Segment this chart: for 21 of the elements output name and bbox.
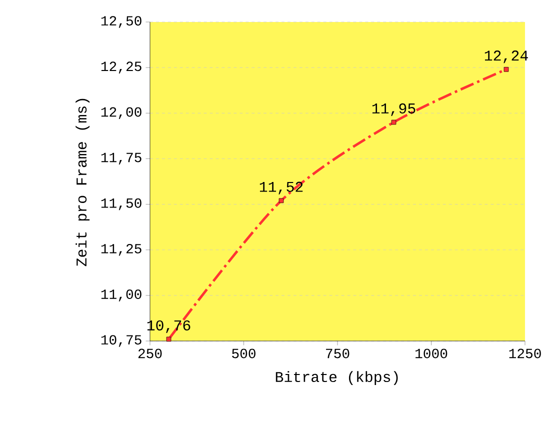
y-tick-label: 11,75 <box>101 152 142 165</box>
x-tick-label: 250 <box>138 348 162 358</box>
point <box>166 336 172 342</box>
y-tick-label: 12,25 <box>101 62 142 74</box>
y-tick-label: 11,50 <box>101 198 142 210</box>
y-tick-label: 11,25 <box>101 244 142 256</box>
y-tick-label: 12,00 <box>101 107 142 120</box>
y-axis-title: Zeit pro Frame (ms) <box>76 98 90 266</box>
x-tick-label: 500 <box>232 348 256 358</box>
x-tick-label: 1000 <box>416 348 448 358</box>
data-label: 11,95 <box>372 103 416 116</box>
x-axis-title: Bitrate (kbps) <box>276 371 398 385</box>
x-tick-label: 1250 <box>509 348 541 358</box>
point <box>504 66 509 72</box>
y-tick-label: 10,75 <box>101 335 142 347</box>
data-label: 11,52 <box>260 182 303 194</box>
y-tick-label: 12,50 <box>101 16 142 28</box>
point <box>278 198 284 204</box>
point <box>391 120 396 125</box>
y-tick-label: 11,00 <box>101 290 142 302</box>
x-tick-label: 750 <box>326 348 350 358</box>
